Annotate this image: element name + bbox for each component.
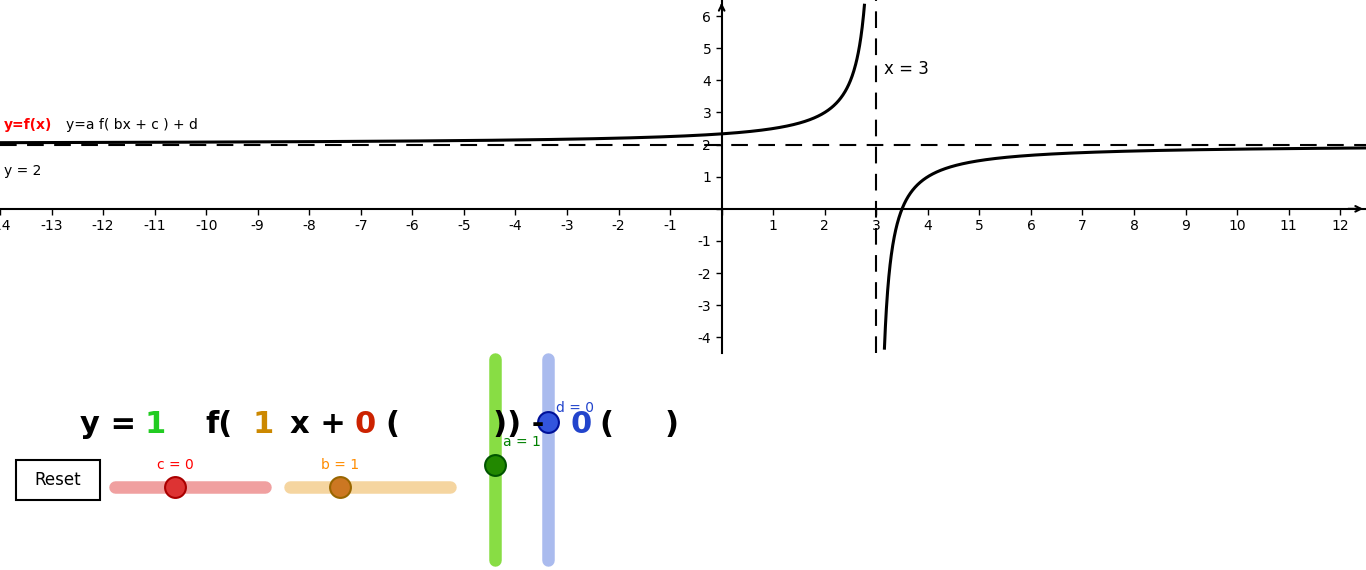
Text: 1: 1: [251, 410, 273, 439]
FancyBboxPatch shape: [16, 459, 100, 500]
Text: 0: 0: [570, 410, 591, 439]
Text: 1: 1: [145, 410, 167, 439]
Text: f(: f(: [205, 410, 232, 439]
Text: )) -: )) -: [440, 410, 545, 439]
Text: Reset: Reset: [34, 471, 82, 488]
Text: x = 3: x = 3: [884, 60, 929, 78]
Text: y =: y =: [81, 410, 146, 439]
Text: b = 1: b = 1: [321, 458, 359, 472]
Text: a = 1: a = 1: [503, 435, 541, 449]
Text: d = 0: d = 0: [556, 401, 594, 414]
Text: (: (: [385, 410, 399, 439]
Text: y=a f( bx + c ) + d: y=a f( bx + c ) + d: [66, 118, 198, 132]
Text: ): ): [665, 410, 679, 439]
Text: y=f(x): y=f(x): [4, 118, 52, 132]
Text: y = 2: y = 2: [4, 164, 41, 178]
Text: (: (: [600, 410, 635, 439]
Text: x +: x +: [290, 410, 346, 439]
Text: 0: 0: [355, 410, 376, 439]
Text: c = 0: c = 0: [157, 458, 194, 472]
